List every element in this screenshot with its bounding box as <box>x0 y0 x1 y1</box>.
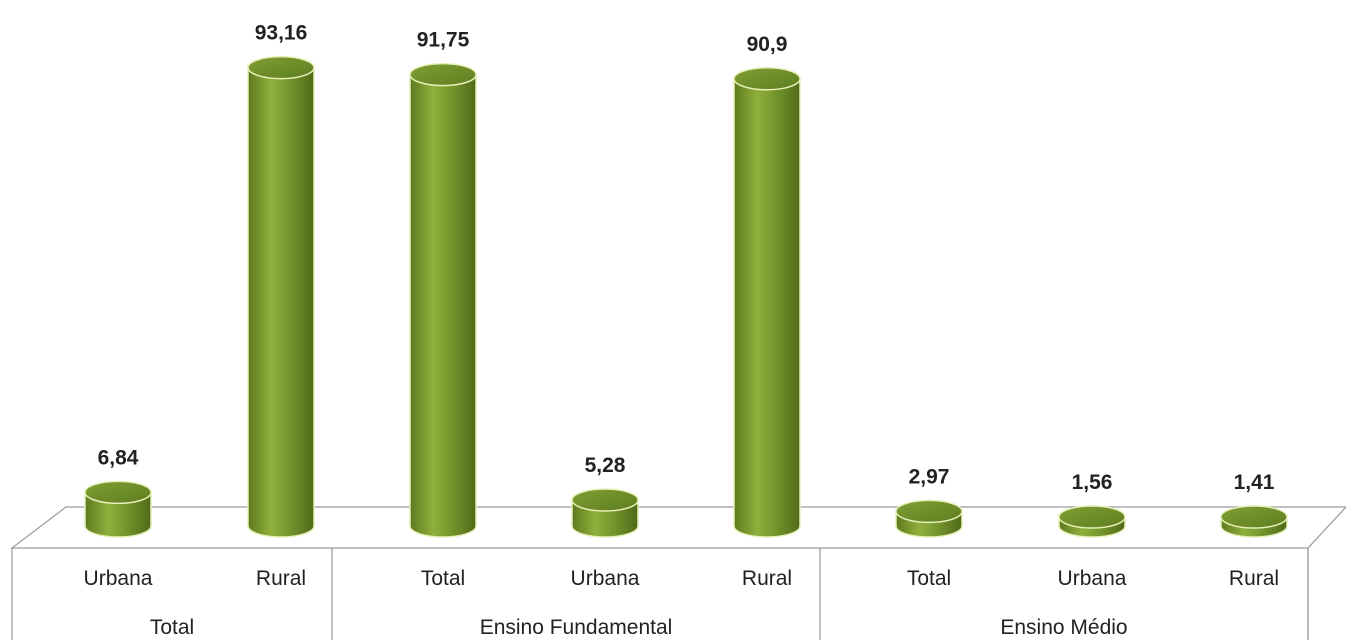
category-label: Total <box>907 567 951 590</box>
value-labels: 6,84 93,16 91,75 5,28 90,9 2,97 1,56 1,41 <box>98 22 1275 494</box>
value-label: 1,56 <box>1072 471 1113 494</box>
category-label: Urbana <box>1058 567 1127 590</box>
value-label: 6,84 <box>98 446 139 469</box>
category-axis: Urbana Rural Total Urbana Rural Total Urbana Ru… <box>11 548 1309 640</box>
category-label: Total <box>421 567 465 590</box>
category-label: Rural <box>1229 567 1279 590</box>
bar-body <box>84 491 152 538</box>
category-label: Urbana <box>84 567 153 590</box>
bar-top <box>733 67 801 91</box>
plot-floor <box>10 506 1346 640</box>
bar-top <box>247 55 315 80</box>
value-label: 91,75 <box>417 29 470 52</box>
category-label: Rural <box>256 567 306 590</box>
value-label: 93,16 <box>255 22 308 45</box>
category-label: Rural <box>742 567 792 590</box>
group-label: Ensino Médio <box>1000 616 1127 639</box>
bar-3 <box>409 62 477 538</box>
bars <box>84 55 1288 538</box>
bar-body <box>247 66 315 538</box>
bar-top <box>895 499 963 524</box>
floor-plane <box>10 506 1346 549</box>
bar-1 <box>84 480 152 538</box>
bar-top <box>1220 505 1288 529</box>
value-label: 2,97 <box>909 465 950 488</box>
bar-5 <box>733 67 801 538</box>
bar-6 <box>895 499 963 538</box>
value-label: 90,9 <box>747 33 788 56</box>
bar-body <box>409 73 477 538</box>
bar-top <box>409 62 477 87</box>
bar-8 <box>1220 505 1288 538</box>
value-label: 5,28 <box>585 454 626 477</box>
bar-top <box>84 480 152 505</box>
group-label: Total <box>150 616 194 639</box>
bar-4 <box>571 488 639 538</box>
value-label: 1,41 <box>1234 471 1275 494</box>
bar-top <box>1058 505 1126 529</box>
category-label: Urbana <box>571 567 640 590</box>
group-label: Ensino Fundamental <box>480 616 673 639</box>
bar-2 <box>247 55 315 538</box>
bar-top <box>571 488 639 512</box>
bar-7 <box>1058 505 1126 538</box>
bar-body <box>733 78 801 538</box>
